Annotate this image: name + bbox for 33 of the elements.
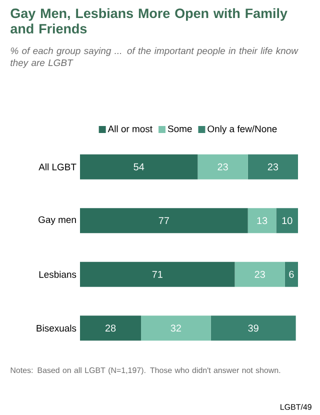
data-label: 77: [158, 217, 169, 224]
bar: [210, 316, 296, 341]
bar: [234, 262, 285, 287]
bar: [198, 154, 248, 180]
data-label: 23: [218, 163, 228, 170]
y-tick-label: Bisexuals: [36, 324, 76, 332]
bar: [80, 316, 142, 341]
chart-subtitle: % of each group saying ... of the important people in their life know they are LGBT: [10, 47, 298, 68]
bar: [276, 208, 298, 234]
data-label: 39: [248, 324, 258, 332]
data-label: 23: [254, 270, 265, 278]
data-label: 10: [282, 217, 292, 224]
y-tick-label: Gay men: [38, 216, 76, 225]
data-label: 28: [105, 324, 116, 332]
legend-label: All or most: [108, 125, 152, 132]
y-tick-label: All LGBT: [38, 163, 76, 170]
data-label: 71: [152, 270, 162, 278]
bar: [80, 154, 198, 180]
bar: [248, 154, 298, 180]
data-label: 13: [257, 217, 268, 224]
bar: [141, 316, 211, 341]
chart-title: Gay Men, Lesbians More Open with Family and Friends: [10, 8, 288, 34]
bar: [80, 262, 235, 287]
data-label: 23: [268, 163, 278, 170]
legend-label: Some: [168, 125, 192, 132]
bar: [80, 208, 248, 234]
data-label: 6: [289, 270, 294, 278]
legend-label: Only a few/None: [208, 125, 277, 134]
data-label: 32: [170, 324, 181, 332]
bar: [284, 262, 298, 287]
y-tick-label: Lesbians: [39, 270, 76, 278]
bar: [248, 208, 276, 234]
data-label: 54: [134, 163, 144, 170]
